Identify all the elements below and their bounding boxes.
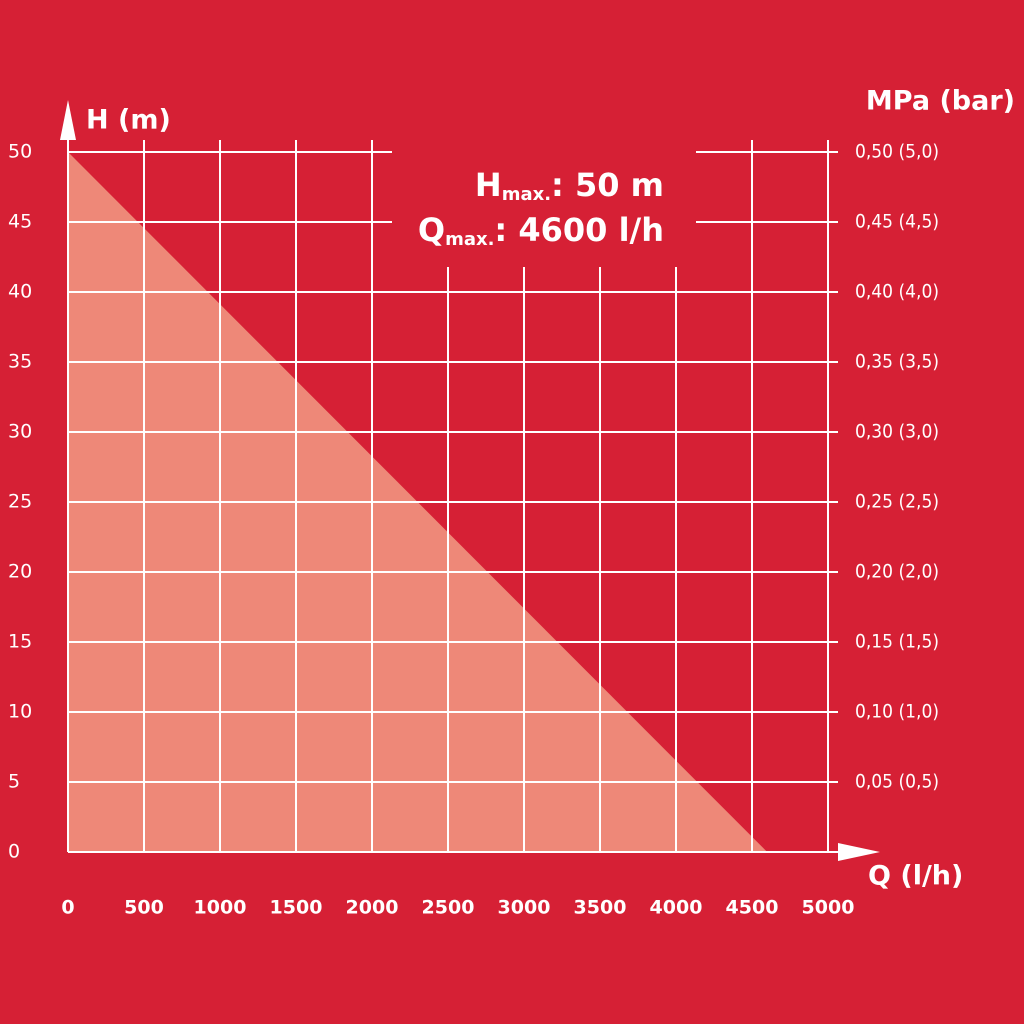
y-tick-label: 20 [8, 561, 32, 583]
annotation-main: H [475, 166, 502, 204]
x-tick-label: 3500 [574, 897, 627, 919]
annotation-box [392, 132, 696, 267]
y2-tick-label: 0,35 (3,5) [855, 351, 939, 373]
y-tick-label: 50 [8, 141, 32, 163]
x-tick-label: 4000 [650, 897, 703, 919]
y2-tick-label: 0,45 (4,5) [855, 211, 939, 233]
annotation-main: Q [418, 211, 445, 249]
y-tick-label: 30 [8, 421, 32, 443]
y2-tick-label: 0,50 (5,0) [855, 141, 939, 163]
y2-tick-label: 0,40 (4,0) [855, 281, 939, 303]
y-axis-arrow [60, 100, 76, 140]
y-tick-label: 45 [8, 211, 32, 233]
y2-tick-label: 0,10 (1,0) [855, 701, 939, 723]
x-axis-arrow [838, 843, 880, 861]
y2-axis-label: MPa (bar) [866, 86, 1015, 117]
x-axis-label: Q (l/h) [868, 861, 963, 892]
y2-tick-label: 0,05 (0,5) [855, 771, 939, 793]
x-tick-label: 1000 [194, 897, 247, 919]
y2-tick-label: 0,30 (3,0) [855, 421, 939, 443]
x-tick-label: 5000 [802, 897, 855, 919]
annotation-text: : 4600 l/h [494, 211, 664, 249]
y2-tick-label: 0,15 (1,5) [855, 631, 939, 653]
annotation-sub: max. [502, 184, 551, 205]
annotation-text: : 50 m [551, 166, 664, 204]
y2-tick-label: 0,20 (2,0) [855, 561, 939, 583]
y-tick-label: 40 [8, 281, 32, 303]
y-tick-label: 25 [8, 491, 32, 513]
x-tick-label: 0 [61, 897, 74, 919]
y-tick-label: 5 [8, 771, 20, 793]
y-tick-label: 10 [8, 701, 32, 723]
x-tick-label: 500 [124, 897, 164, 919]
y-tick-label: 0 [8, 841, 20, 863]
y2-tick-label: 0,25 (2,5) [855, 491, 939, 513]
annotation: Hmax.: 50 m [475, 166, 664, 205]
annotation: Qmax.: 4600 l/h [418, 211, 664, 250]
y-tick-label: 35 [8, 351, 32, 373]
x-tick-label: 1500 [270, 897, 323, 919]
y-axis-label: H (m) [86, 105, 171, 136]
x-tick-label: 2500 [422, 897, 475, 919]
x-tick-label: 2000 [346, 897, 399, 919]
x-tick-label: 3000 [498, 897, 551, 919]
x-tick-label: 4500 [726, 897, 779, 919]
annotation-sub: max. [445, 229, 494, 250]
y-tick-label: 15 [8, 631, 32, 653]
